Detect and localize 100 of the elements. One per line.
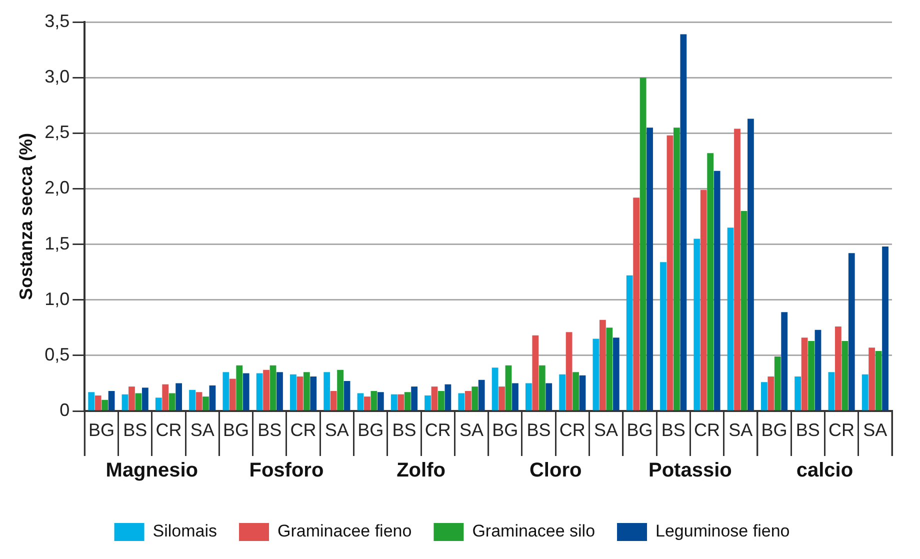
y-tick-label: 0,5 bbox=[44, 344, 70, 364]
y-tick-label: 2,0 bbox=[44, 178, 70, 198]
bar bbox=[532, 335, 539, 410]
text: Cloro bbox=[529, 460, 582, 482]
x-tick-label: BG bbox=[492, 420, 518, 440]
y-axis-title: Sostanza secca (%) bbox=[16, 132, 36, 300]
y-tick-label: 0 bbox=[60, 400, 70, 420]
bar bbox=[324, 372, 330, 410]
y-tick-label: 3,5 bbox=[44, 10, 70, 31]
bar bbox=[162, 384, 169, 410]
bar bbox=[431, 386, 438, 410]
bar bbox=[370, 390, 378, 410]
x-tick-label: SA bbox=[459, 420, 484, 440]
bar bbox=[189, 390, 196, 410]
bar bbox=[842, 340, 848, 410]
bar bbox=[296, 376, 304, 410]
legend-label: Graminacee silo bbox=[472, 522, 596, 541]
bar bbox=[633, 198, 640, 410]
y-tick-label: 3,0 bbox=[44, 66, 70, 87]
x-tick-label: BS bbox=[796, 420, 820, 440]
bar bbox=[626, 275, 633, 410]
bar bbox=[263, 370, 270, 410]
x-tick-label: SA bbox=[324, 420, 349, 440]
bar bbox=[505, 365, 512, 410]
bar bbox=[88, 392, 95, 410]
x-tick-label: SA bbox=[863, 420, 888, 440]
bar bbox=[176, 383, 182, 410]
bar bbox=[734, 128, 740, 410]
bar bbox=[546, 383, 552, 410]
text: Zolfo bbox=[396, 460, 446, 482]
bar bbox=[222, 372, 230, 410]
bar bbox=[498, 386, 505, 410]
x-tick-label: CR bbox=[424, 420, 451, 440]
bar bbox=[680, 34, 687, 410]
bar bbox=[727, 228, 734, 410]
bar bbox=[538, 365, 546, 410]
bar bbox=[882, 246, 888, 410]
legend-label: Leguminose fieno bbox=[656, 522, 790, 541]
bar bbox=[707, 153, 714, 410]
text: calcio bbox=[796, 460, 854, 482]
bar bbox=[236, 365, 243, 410]
bar bbox=[478, 380, 485, 410]
bar bbox=[781, 312, 788, 410]
bar bbox=[834, 326, 842, 410]
bar bbox=[492, 368, 498, 410]
legend-label: Graminacee fieno bbox=[278, 522, 412, 541]
x-tick-label: BS bbox=[526, 420, 551, 440]
x-tick-label: SA bbox=[594, 420, 618, 440]
bar bbox=[256, 373, 263, 410]
bar bbox=[808, 340, 814, 410]
bar bbox=[404, 392, 411, 410]
bar bbox=[377, 392, 384, 410]
bar bbox=[740, 210, 748, 410]
bar bbox=[559, 374, 566, 410]
x-tick-label: CR bbox=[156, 420, 182, 440]
bar bbox=[330, 390, 337, 410]
bar bbox=[94, 395, 102, 410]
x-tick-label: BG bbox=[626, 420, 653, 440]
bar bbox=[599, 320, 606, 410]
bar bbox=[128, 386, 135, 410]
bar bbox=[674, 128, 680, 410]
bar bbox=[748, 118, 754, 410]
bar bbox=[155, 398, 162, 410]
bar bbox=[512, 383, 518, 410]
bar bbox=[142, 388, 148, 410]
bar bbox=[714, 170, 720, 410]
bar bbox=[592, 338, 600, 410]
y-tick-label: 1,5 bbox=[44, 233, 70, 254]
legend-label: Silomais bbox=[152, 522, 218, 541]
x-tick-label: SA bbox=[728, 420, 753, 440]
text: Potassio bbox=[648, 460, 732, 482]
bar bbox=[411, 386, 418, 410]
bar bbox=[108, 390, 115, 410]
bar bbox=[458, 393, 465, 410]
text: Magnesio bbox=[106, 460, 198, 482]
bar bbox=[270, 365, 276, 410]
bar bbox=[606, 328, 613, 410]
bar bbox=[768, 376, 774, 410]
bar bbox=[814, 330, 822, 410]
x-tick-label: BS bbox=[258, 420, 282, 440]
bar bbox=[438, 390, 444, 410]
bar bbox=[424, 395, 431, 410]
bar bbox=[801, 338, 808, 410]
bar bbox=[862, 374, 868, 410]
bar bbox=[276, 372, 283, 410]
x-tick-label: SA bbox=[190, 420, 214, 440]
bar bbox=[760, 382, 768, 410]
y-tick-label: 2,5 bbox=[44, 122, 70, 142]
bar bbox=[310, 376, 317, 410]
x-tick-label: BG bbox=[223, 420, 250, 440]
bar bbox=[572, 372, 579, 410]
bar bbox=[337, 370, 344, 410]
bar bbox=[135, 393, 142, 410]
bar bbox=[202, 396, 209, 410]
bar bbox=[464, 390, 472, 410]
x-tick-label: BG bbox=[761, 420, 788, 440]
x-tick-label: BS bbox=[661, 420, 686, 440]
bar bbox=[122, 394, 128, 410]
x-tick-label: CR bbox=[290, 420, 316, 440]
x-tick-label: CR bbox=[559, 420, 586, 440]
